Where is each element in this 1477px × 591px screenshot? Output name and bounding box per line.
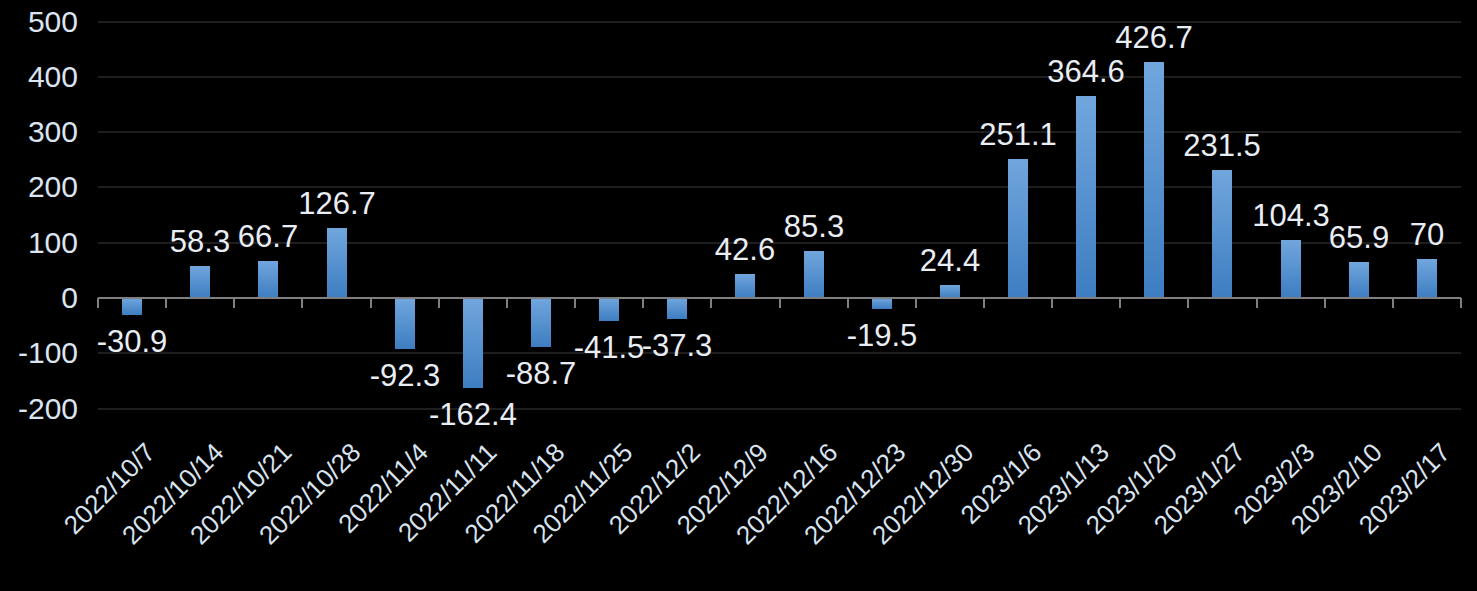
- x-axis-tick: [1460, 298, 1462, 308]
- y-gridline: [98, 408, 1461, 410]
- x-axis-tick: [233, 298, 235, 308]
- x-axis-tick: [915, 298, 917, 308]
- x-axis-tick: [710, 298, 712, 308]
- y-axis-label: 200: [0, 168, 78, 206]
- bar[interactable]: [258, 261, 278, 298]
- bar-value-label: 66.7: [158, 218, 378, 255]
- bar-value-label: -19.5: [772, 317, 992, 354]
- bar-value-label: -162.4: [363, 396, 583, 433]
- bar-value-label: -37.3: [567, 327, 787, 364]
- bar[interactable]: [735, 274, 755, 298]
- bar[interactable]: [1212, 170, 1232, 298]
- bar-value-label: 70: [1317, 216, 1477, 253]
- x-axis-tick: [438, 298, 440, 308]
- x-axis-tick: [983, 298, 985, 308]
- bar[interactable]: [599, 298, 619, 321]
- x-axis-tick: [97, 298, 99, 308]
- bar[interactable]: [872, 298, 892, 309]
- bar[interactable]: [1349, 262, 1369, 298]
- bar-value-label: 126.7: [227, 185, 447, 222]
- y-axis-label: 500: [0, 3, 78, 41]
- x-axis-tick: [370, 298, 372, 308]
- y-axis-label: -200: [0, 390, 78, 428]
- x-axis-tick: [642, 298, 644, 308]
- x-axis-tick: [1051, 298, 1053, 308]
- bar[interactable]: [395, 298, 415, 349]
- bar-value-label: 426.7: [1044, 19, 1264, 56]
- bar-value-label: 251.1: [908, 116, 1128, 153]
- y-axis-label: 0: [0, 279, 78, 317]
- bar-chart: 5004003002001000-100-200 -30.958.366.712…: [0, 0, 1477, 591]
- x-axis-tick: [574, 298, 576, 308]
- bar-value-label: -30.9: [22, 323, 242, 360]
- x-axis-tick: [1392, 298, 1394, 308]
- y-gridline: [98, 76, 1461, 78]
- bar[interactable]: [1144, 62, 1164, 298]
- y-axis-label: 400: [0, 58, 78, 96]
- bar-value-label: 85.3: [704, 208, 924, 245]
- x-axis-tick: [301, 298, 303, 308]
- x-axis-tick: [779, 298, 781, 308]
- x-axis-tick: [165, 298, 167, 308]
- bar-value-label: 231.5: [1112, 127, 1332, 164]
- bar[interactable]: [122, 298, 142, 315]
- x-axis-tick: [1119, 298, 1121, 308]
- bar[interactable]: [667, 298, 687, 319]
- bar[interactable]: [190, 266, 210, 298]
- x-axis-tick: [1256, 298, 1258, 308]
- bar[interactable]: [1417, 259, 1437, 298]
- bar-value-label: 364.6: [976, 53, 1196, 90]
- y-axis-label: 300: [0, 113, 78, 151]
- bar-value-label: 24.4: [840, 242, 1060, 279]
- x-axis-tick: [506, 298, 508, 308]
- y-axis-label: 100: [0, 224, 78, 262]
- x-axis-tick: [847, 298, 849, 308]
- x-axis-tick: [1187, 298, 1189, 308]
- x-axis-tick: [1324, 298, 1326, 308]
